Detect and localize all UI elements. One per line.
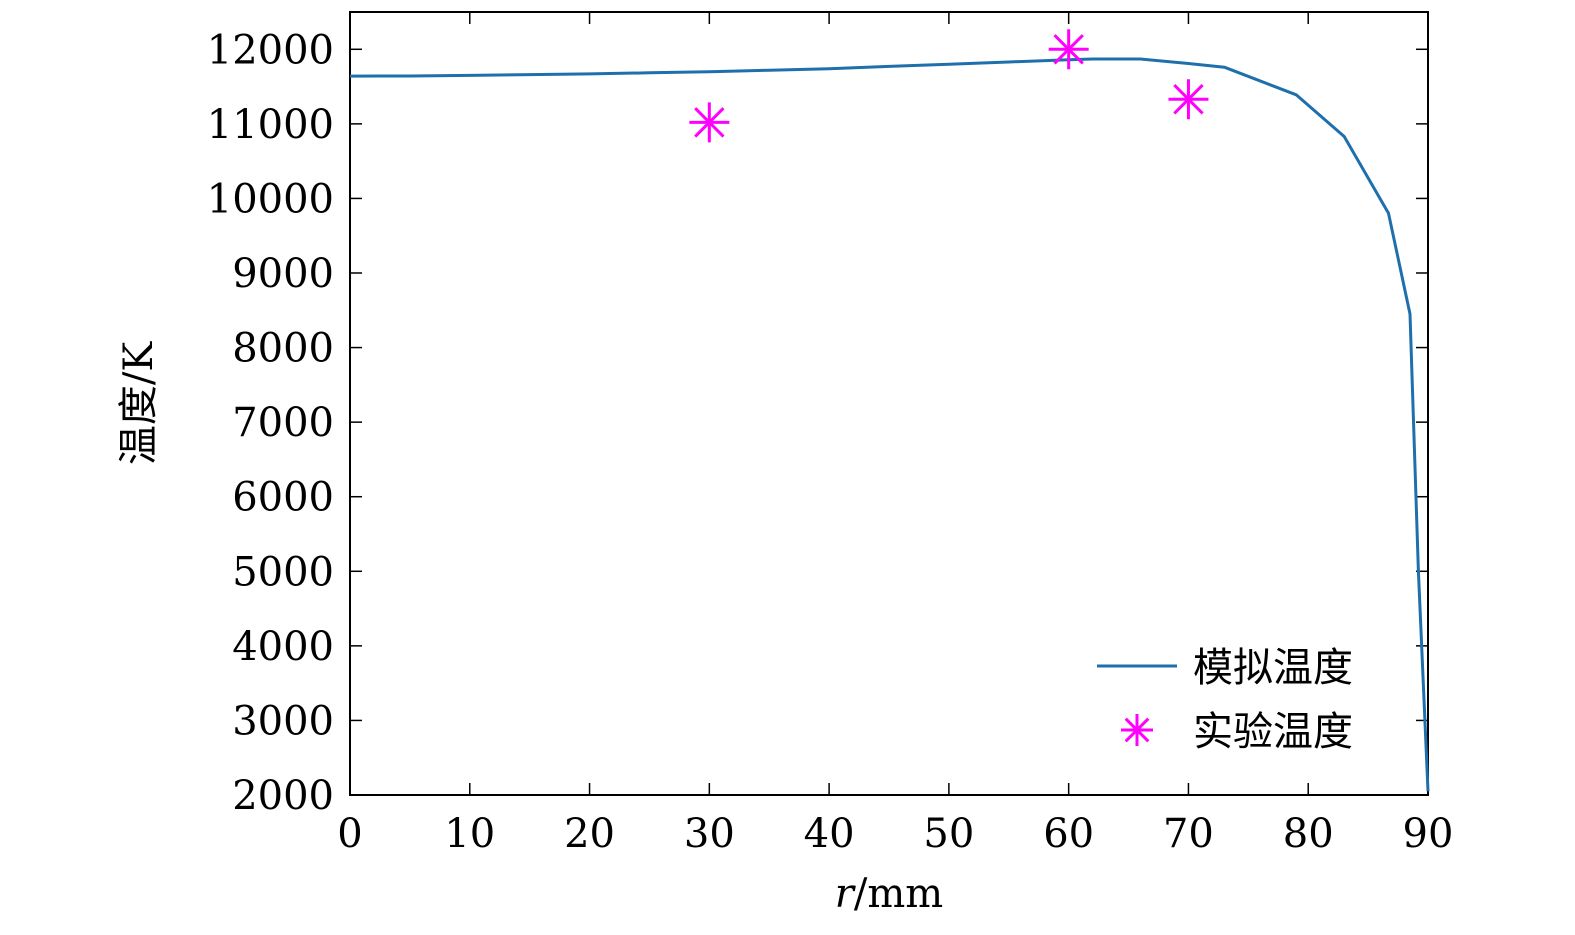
legend-label-simulated: 模拟温度 (1193, 645, 1353, 691)
y-tick-label: 8000 (232, 326, 334, 372)
x-tick-label: 30 (684, 811, 735, 857)
data-point-experimental (1048, 29, 1089, 70)
legend-marker-swatch (1121, 714, 1153, 746)
x-tick-label: 20 (564, 811, 615, 857)
series-line-simulated (349, 57, 1430, 792)
x-tick-label: 40 (804, 811, 855, 857)
y-tick-label: 4000 (232, 624, 334, 670)
y-tick-label: 5000 (232, 549, 334, 595)
y-axis-label: 温度/K (116, 341, 162, 465)
y-tick-label: 12000 (207, 27, 334, 73)
data-point-experimental (1168, 79, 1209, 120)
plot-frame (349, 11, 1429, 796)
y-tick-label: 7000 (232, 400, 334, 446)
legend: 模拟温度 实验温度 (1097, 645, 1353, 755)
x-tick-label: 80 (1283, 811, 1334, 857)
x-tick-label: 10 (444, 811, 495, 857)
y-tick-label: 2000 (232, 773, 334, 819)
data-point-experimental (689, 102, 730, 143)
x-axis-variable: r (835, 871, 857, 917)
y-tick-label: 6000 (232, 475, 334, 521)
y-tick-label: 11000 (207, 102, 334, 148)
x-tick-label: 60 (1043, 811, 1094, 857)
legend-label-experimental: 实验温度 (1193, 709, 1353, 755)
legend-asterisk-icon (1121, 714, 1153, 746)
x-tick-label: 90 (1403, 811, 1454, 857)
y-tick-label: 9000 (232, 251, 334, 297)
y-tick-label: 3000 (232, 698, 334, 744)
y-tick-label: 10000 (207, 176, 334, 222)
x-tick-label: 70 (1163, 811, 1214, 857)
x-tick-label: 50 (923, 811, 974, 857)
y-axis-ticks: 2000 3000 4000 5000 6000 7000 8000 9000 10000 110… (207, 27, 1428, 819)
series-layer (349, 29, 1430, 792)
x-axis-label: r/mm (835, 871, 943, 917)
x-axis-unit: /mm (854, 871, 943, 917)
x-axis-ticks: 0 10 20 30 40 50 60 70 80 90 (337, 12, 1453, 857)
x-tick-label: 0 (337, 811, 362, 857)
